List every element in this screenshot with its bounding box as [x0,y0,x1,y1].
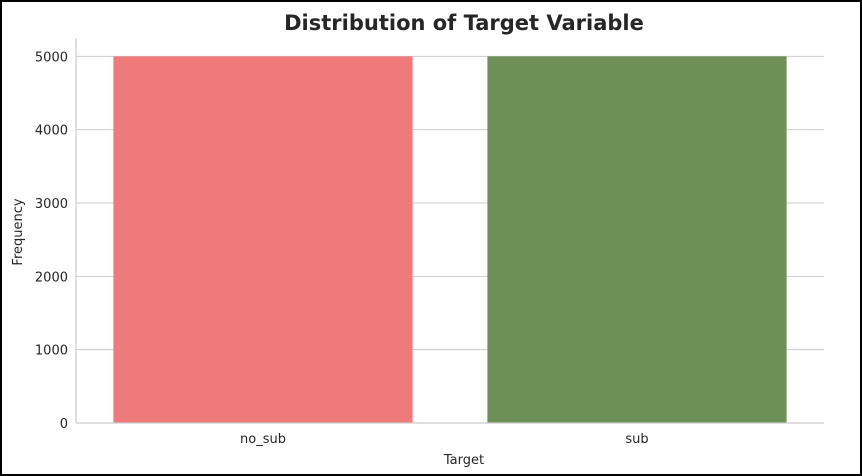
y-tick-label: 4000 [35,124,68,139]
x-axis-label: Target [443,453,484,468]
y-tick-labels: 0 1000 2000 3000 4000 5000 [35,50,68,432]
y-axis-label: Frequency [11,198,26,265]
y-tick-label: 3000 [35,197,68,212]
x-tick-label: no_sub [240,432,286,447]
y-tick-label: 0 [60,417,68,432]
y-tick-label: 1000 [35,344,68,359]
y-tick-label: 5000 [35,50,68,65]
bar-no_sub [113,56,413,423]
x-tick-labels: no_sub sub [240,432,649,447]
x-tick-label: sub [625,432,648,447]
y-tick-label: 2000 [35,270,68,285]
bars [113,56,787,423]
bar-sub [487,56,787,423]
chart-title: Distribution of Target Variable [284,11,644,35]
